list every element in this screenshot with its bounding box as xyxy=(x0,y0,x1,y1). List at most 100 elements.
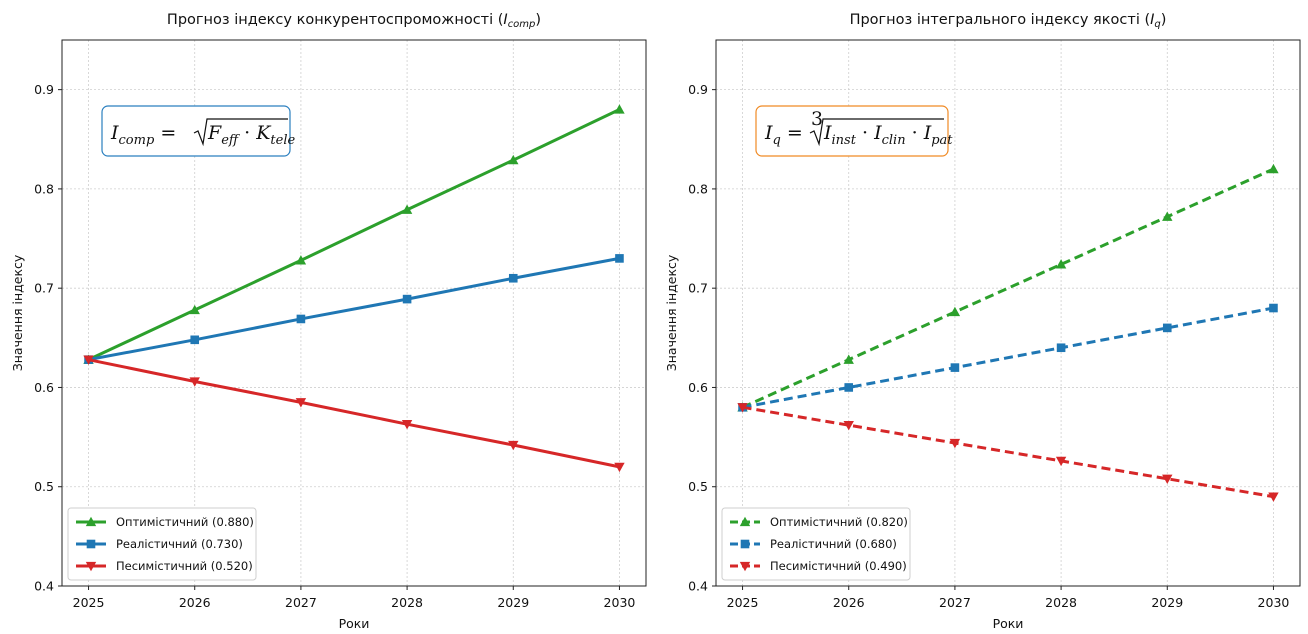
data-point xyxy=(1056,343,1066,353)
formula-term-sub: eff xyxy=(221,133,241,148)
series-2 xyxy=(83,355,625,473)
y-tick-label: 0.6 xyxy=(688,380,708,395)
formula-dot: · xyxy=(906,122,924,144)
legend: Оптимістичний (0.880) Реалістичний (0.730… xyxy=(67,507,257,581)
legend-marker xyxy=(740,539,750,549)
data-point xyxy=(950,363,960,372)
data-point xyxy=(843,354,854,364)
chart-title-sub: q xyxy=(1154,19,1160,30)
x-tick-label: 2027 xyxy=(285,595,317,610)
formula-term-sub: pat xyxy=(931,133,953,148)
chart-title-text: Прогноз інтегрального індексу якості ( xyxy=(850,12,1151,28)
legend-label: Песимістичний (0.490) xyxy=(770,559,907,573)
legend: Оптимістичний (0.820) Реалістичний (0.680… xyxy=(721,507,911,581)
x-tick-label: 2028 xyxy=(1045,595,1077,610)
y-axis-label: Значення індексу xyxy=(664,254,679,371)
formula-term-sub: tele xyxy=(270,133,295,148)
legend-label: Песимістичний (0.520) xyxy=(116,559,253,573)
data-point xyxy=(508,273,518,283)
data-point xyxy=(614,104,625,114)
data-point xyxy=(508,440,519,451)
series-line xyxy=(88,256,620,362)
chart-title-var: I xyxy=(503,12,507,28)
data-point xyxy=(401,420,413,430)
y-tick-label: 0.8 xyxy=(688,181,708,196)
y-tick-label: 0.5 xyxy=(34,479,54,494)
formula-lhs-sub: comp xyxy=(119,133,155,148)
formula-term-base: I xyxy=(823,122,832,144)
formula-box: Icomp = Feff · Ktele xyxy=(101,105,295,157)
y-tick-label: 0.9 xyxy=(34,82,54,97)
chart-left: Прогноз індексу конкурентоспроможності (… xyxy=(10,12,647,631)
data-point xyxy=(1055,259,1067,269)
data-point xyxy=(843,421,854,431)
data-point xyxy=(614,462,625,473)
formula-term-base: K xyxy=(255,122,272,144)
series-line xyxy=(87,108,621,362)
data-point xyxy=(508,154,519,165)
legend-label: Реалістичний (0.680) xyxy=(770,537,897,551)
series-0 xyxy=(737,163,1279,412)
y-tick-label: 0.4 xyxy=(688,579,708,594)
y-tick-label: 0.6 xyxy=(34,380,54,395)
chart-title-close: ) xyxy=(535,12,541,28)
formula-root-index: 3 xyxy=(811,108,823,130)
series-line xyxy=(741,167,1275,409)
grid xyxy=(62,40,646,587)
y-tick-label: 0.9 xyxy=(688,82,708,97)
x-tick-label: 2030 xyxy=(1258,595,1290,610)
x-tick-label: 2029 xyxy=(1151,595,1183,610)
data-point xyxy=(949,438,961,449)
data-point xyxy=(1055,456,1067,467)
chart-title: Прогноз інтегрального індексу якості (Iq… xyxy=(850,12,1167,30)
series-line xyxy=(88,358,620,469)
data-point xyxy=(296,314,306,324)
series-1 xyxy=(84,254,624,364)
x-tick-label: 2027 xyxy=(939,595,971,610)
formula-radicand: Iinst · Iclin · Ipat xyxy=(823,122,953,148)
y-tick-label: 0.4 xyxy=(34,579,54,594)
formula-text: Iq = xyxy=(764,122,803,148)
chart-title-sub: comp xyxy=(508,19,536,30)
formula-text: Icomp = xyxy=(110,122,176,148)
data-point xyxy=(189,377,200,387)
formula-dot: · xyxy=(238,122,256,144)
data-point xyxy=(295,398,307,408)
formula-dot: · xyxy=(856,122,874,144)
x-tick-label: 2029 xyxy=(497,595,529,610)
data-point xyxy=(1268,163,1279,174)
x-tick-label: 2025 xyxy=(73,595,105,610)
legend-marker xyxy=(85,516,97,527)
legend-box xyxy=(67,507,257,581)
data-point xyxy=(1162,474,1173,484)
radical-sign-icon xyxy=(809,118,944,147)
formula-eq: = xyxy=(154,122,176,144)
legend-marker xyxy=(739,561,751,572)
data-point xyxy=(295,255,307,265)
data-point xyxy=(402,294,412,304)
data-point xyxy=(737,403,748,413)
series-line xyxy=(742,405,1274,499)
chart-title-text: Прогноз індексу конкурентоспроможності ( xyxy=(167,12,503,28)
data-point xyxy=(949,306,961,317)
chart-title-close: ) xyxy=(1161,12,1167,28)
series-line xyxy=(742,306,1274,409)
data-point xyxy=(844,383,854,392)
chart-title: Прогноз індексу конкурентоспроможності (… xyxy=(167,12,541,30)
x-tick-label: 2025 xyxy=(727,595,759,610)
plot-frame xyxy=(715,39,1301,587)
legend-marker xyxy=(739,516,751,527)
formula-lhs-sub: q xyxy=(773,133,781,148)
formula-term-base: I xyxy=(923,122,932,144)
data-point xyxy=(83,355,94,365)
formula-lhs: I xyxy=(764,122,773,144)
data-point xyxy=(1162,211,1173,221)
chart-svg: Прогноз інтегрального індексу якості ( Iq… xyxy=(664,12,1301,631)
x-tick-label: 2028 xyxy=(391,595,423,610)
formula-eq: = xyxy=(781,122,803,144)
formula-term-sub: clin xyxy=(882,133,906,148)
x-tick-label: 2026 xyxy=(833,595,865,610)
data-point xyxy=(1269,303,1278,313)
data-point xyxy=(401,204,413,214)
